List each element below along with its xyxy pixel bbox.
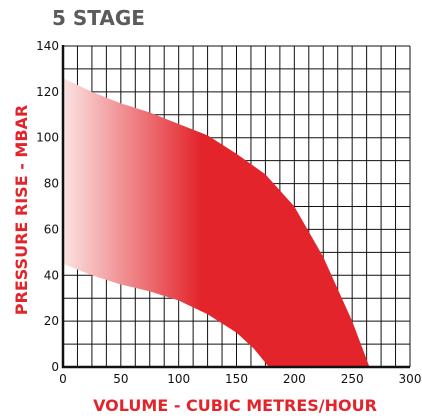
x-axis-label: VOLUME - CUBIC METRES/HOUR bbox=[93, 396, 377, 415]
y-tick-labels: 0 20 40 60 80 100 120 140 bbox=[36, 39, 59, 374]
y-tick-label: 40 bbox=[44, 268, 59, 282]
y-tick-label: 0 bbox=[51, 360, 59, 374]
y-tick-label: 120 bbox=[36, 85, 59, 99]
performance-band bbox=[63, 78, 370, 367]
x-tick-label: 50 bbox=[113, 372, 128, 386]
x-tick-label: 200 bbox=[283, 372, 306, 386]
y-tick-label: 20 bbox=[44, 314, 59, 328]
x-tick-label: 250 bbox=[341, 372, 364, 386]
y-tick-label: 100 bbox=[36, 131, 59, 145]
y-tick-label: 60 bbox=[44, 222, 59, 236]
y-tick-label: 80 bbox=[44, 177, 59, 191]
axes-frame bbox=[61, 45, 411, 369]
x-tick-label: 150 bbox=[225, 372, 248, 386]
x-tick-labels: 0 50 100 150 200 250 300 bbox=[59, 372, 421, 386]
chart-title: 5 STAGE bbox=[52, 6, 145, 30]
y-axis-label: PRESSURE RISE - MBAR bbox=[12, 105, 31, 315]
x-tick-label: 0 bbox=[59, 372, 67, 386]
x-tick-label: 100 bbox=[167, 372, 190, 386]
x-tick-label: 300 bbox=[399, 372, 422, 386]
y-tick-label: 140 bbox=[36, 39, 59, 53]
